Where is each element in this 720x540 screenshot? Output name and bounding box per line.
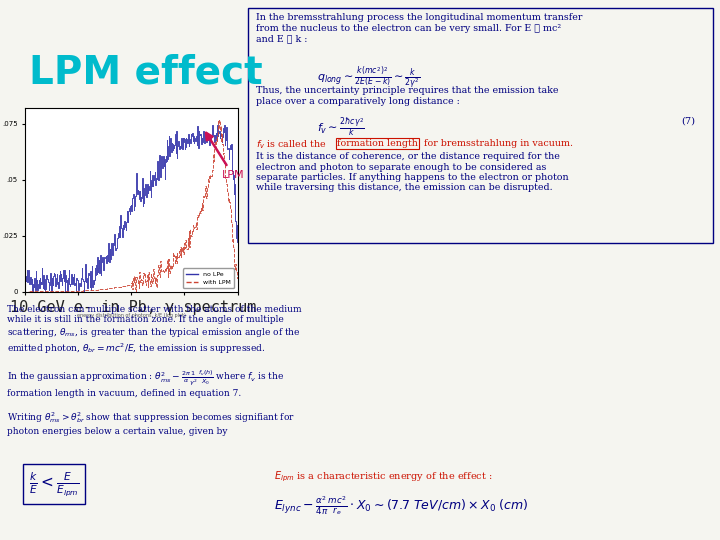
Text: 10 GeV e- in Pb, γ spectrum: 10 GeV e- in Pb, γ spectrum	[10, 300, 256, 315]
Text: formation length: formation length	[337, 139, 418, 148]
Text: LPM effect: LPM effect	[29, 54, 262, 92]
Text: $f_v \sim \frac{2\hbar c \gamma^2}{k}$: $f_v \sim \frac{2\hbar c \gamma^2}{k}$	[317, 116, 364, 138]
Text: It is the distance of coherence, or the distance required for the
electron and p: It is the distance of coherence, or the …	[256, 152, 568, 192]
Text: $E_{lpm}$ is a characteristic energy of the effect :: $E_{lpm}$ is a characteristic energy of …	[274, 470, 492, 484]
Text: In the bremsstrahlung process the longitudinal momentum transfer
from the nucleu: In the bremsstrahlung process the longit…	[256, 14, 582, 43]
Legend: no LPe, with LPM: no LPe, with LPM	[183, 268, 235, 288]
Text: $\frac{k}{E} < \frac{E}{E_{lpm}}$: $\frac{k}{E} < \frac{E}{E_{lpm}}$	[29, 470, 79, 498]
Text: $E_{lync} - \frac{\alpha^2}{4\pi} \frac{mc^2}{r_e} \cdot X_0 \sim (7.7 \; TeV/cm: $E_{lync} - \frac{\alpha^2}{4\pi} \frac{…	[274, 494, 528, 517]
Text: Thus, the uncertainty principle requires that the emission take
place over a com: Thus, the uncertainty principle requires…	[256, 86, 558, 106]
Text: $q_{long} \sim \frac{k(mc^2)^2}{2E(E-k)} \sim \frac{k}{2\gamma^2}$: $q_{long} \sim \frac{k(mc^2)^2}{2E(E-k)}…	[317, 66, 420, 91]
Text: $f_v$ is called the: $f_v$ is called the	[256, 139, 326, 151]
Text: The electron can multiple scatter with the atoms of the medium
while it is still: The electron can multiple scatter with t…	[7, 305, 302, 436]
Text: energy distribution of photons, k/E (log plot): energy distribution of photons, k/E (log…	[77, 313, 186, 318]
Text: LPM: LPM	[206, 133, 244, 180]
Text: (7): (7)	[681, 116, 695, 125]
Text: for bremsstrahlung in vacuum.: for bremsstrahlung in vacuum.	[421, 139, 573, 148]
